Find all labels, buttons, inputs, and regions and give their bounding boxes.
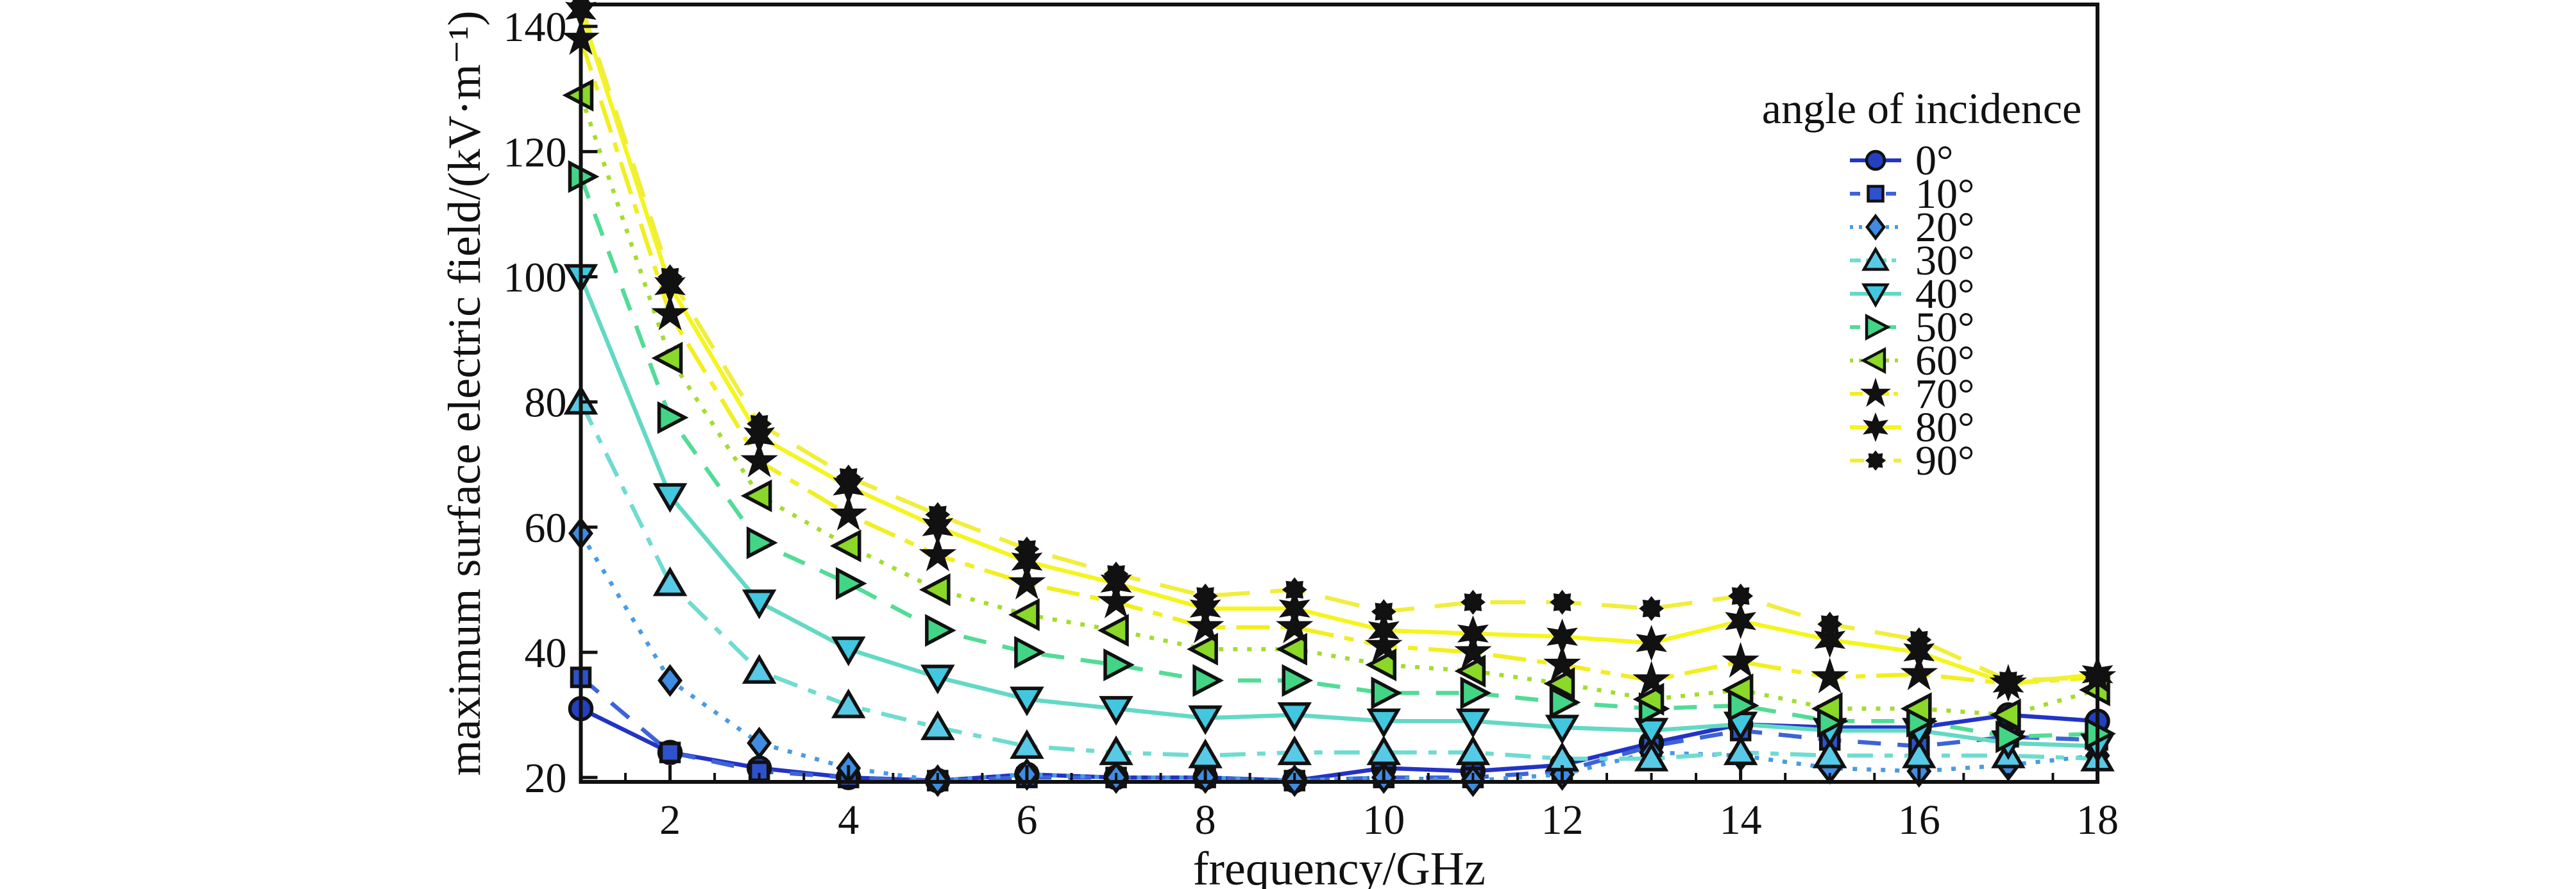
- x-tick-label: 12: [1541, 797, 1583, 843]
- legend-item-40°: 40°: [1850, 271, 1974, 318]
- y-axis-title: maximum surface electric field/(kV·m⁻¹): [439, 10, 490, 775]
- legend-item-50°: 50°: [1850, 304, 1974, 351]
- x-tick-label: 6: [1016, 797, 1037, 843]
- x-tick-label: 18: [2076, 797, 2119, 843]
- x-tick-label: 14: [1720, 797, 1762, 843]
- series-line-90°: [579, 3, 2098, 683]
- series-line-10°: [579, 675, 2098, 783]
- legend-label: 90°: [1915, 437, 1974, 484]
- y-tick-label: 40: [525, 630, 567, 677]
- legend-label: 10°: [1915, 171, 1974, 217]
- series-line-30°: [579, 401, 2098, 761]
- legend-item-30°: 30°: [1850, 237, 1974, 284]
- x-tick-label: 8: [1195, 797, 1216, 843]
- series-markers-50°: [568, 160, 2116, 754]
- x-tick-label: 4: [838, 797, 859, 843]
- x-tick-label: 10: [1362, 797, 1405, 843]
- legend-label: 60°: [1915, 337, 1974, 384]
- legend-item-10°: 10°: [1850, 171, 1974, 217]
- y-tick-label: 20: [525, 755, 567, 802]
- series-line-70°: [579, 38, 2098, 686]
- legend-item-20°: 20°: [1850, 204, 1974, 251]
- legend-label: 30°: [1915, 237, 1974, 284]
- legend-label: 40°: [1915, 271, 1974, 318]
- legend-label: 0°: [1915, 137, 1953, 184]
- y-tick-label: 140: [504, 4, 567, 51]
- legend-label: 50°: [1915, 304, 1974, 351]
- x-axis-title: frequency/GHz: [1193, 843, 1486, 889]
- legend-item-90°: 90°: [1850, 437, 1974, 484]
- legend-item-70°: 70°: [1850, 371, 1974, 418]
- y-tick-label: 100: [504, 254, 567, 301]
- legend-item-60°: 60°: [1850, 337, 1974, 384]
- legend-label: 80°: [1915, 404, 1974, 451]
- series-lines: [579, 3, 2098, 783]
- series-line-40°: [579, 276, 2098, 749]
- x-tick-label: 2: [659, 797, 681, 843]
- legend-label: 20°: [1915, 204, 1974, 251]
- y-tick-label: 80: [525, 380, 567, 427]
- x-tick-label: 16: [1898, 797, 1940, 843]
- y-tick-label: 120: [504, 129, 567, 176]
- legend-title: angle of incidence: [1762, 84, 2081, 133]
- y-axis: 20 40 60 80 100 120 140 maximum surface electri…: [439, 4, 598, 802]
- legend-label: 70°: [1915, 371, 1974, 418]
- y-tick-label: 60: [525, 505, 567, 552]
- legend-item-80°: 80°: [1850, 404, 1974, 451]
- legend: angle of incidence0°10°20°30°40°50°60°70…: [1762, 84, 2081, 484]
- legend-item-0°: 0°: [1850, 137, 1953, 184]
- x-axis: 2 4 6 8 10 12 14 16 18 frequency/GHz: [624, 765, 2119, 889]
